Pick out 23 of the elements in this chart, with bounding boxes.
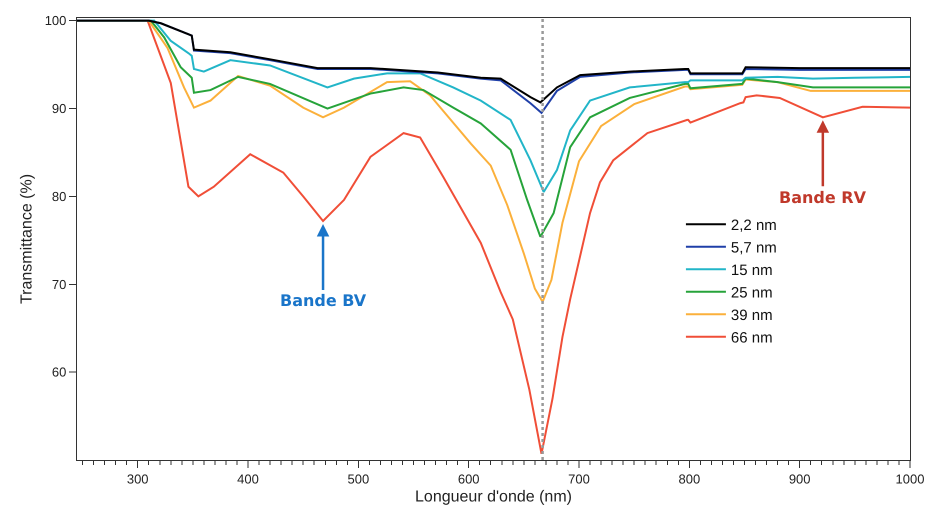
- x-tick-label: 300: [126, 472, 149, 487]
- legend-label: 2,2 nm: [730, 217, 777, 234]
- x-tick-label: 900: [788, 472, 811, 487]
- x-tick-label: 500: [347, 472, 370, 487]
- x-tick-label: 400: [237, 472, 259, 487]
- y-tick-label: 60: [52, 364, 66, 380]
- legend-label: 39 nm: [730, 307, 773, 324]
- x-tick-label: 1000: [896, 472, 924, 487]
- annotation: Bande BV: [280, 291, 367, 310]
- y-tick-label: 90: [52, 101, 66, 116]
- y-tick-label: 100: [44, 13, 66, 28]
- x-tick-label: 700: [568, 472, 590, 487]
- legend-label: 15 nm: [730, 262, 773, 280]
- x-axis-title: Longueur d'onde (nm): [415, 488, 572, 506]
- legend-label: 66 nm: [730, 330, 773, 347]
- y-axis-title: Transmittance (%): [18, 174, 36, 304]
- annotation: Bande RV: [779, 188, 867, 207]
- y-tick-label: 70: [52, 276, 66, 292]
- x-tick-label: 800: [678, 472, 700, 487]
- x-tick-label: 600: [458, 472, 480, 487]
- y-tick-label: 80: [52, 188, 66, 204]
- legend-label: 25 nm: [730, 284, 773, 302]
- legend-label: 5,7 nm: [730, 240, 777, 257]
